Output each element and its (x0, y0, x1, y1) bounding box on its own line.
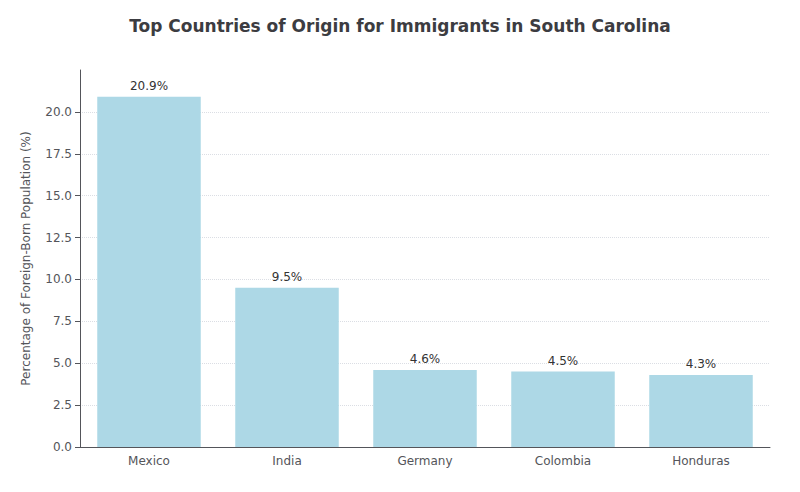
svg-text:15.0: 15.0 (45, 189, 72, 203)
svg-text:4.5%: 4.5% (548, 354, 579, 368)
svg-text:0.0: 0.0 (53, 440, 72, 454)
svg-text:4.6%: 4.6% (410, 352, 441, 366)
svg-text:12.5: 12.5 (45, 231, 72, 245)
svg-text:Mexico: Mexico (128, 454, 170, 468)
svg-text:20.0: 20.0 (45, 105, 72, 119)
svg-text:Percentage of Foreign-Born Pop: Percentage of Foreign-Born Population (%… (19, 131, 33, 385)
svg-text:7.5: 7.5 (53, 314, 72, 328)
svg-text:Colombia: Colombia (535, 454, 591, 468)
svg-text:10.0: 10.0 (45, 272, 72, 286)
svg-text:Germany: Germany (397, 454, 452, 468)
svg-text:Honduras: Honduras (672, 454, 730, 468)
svg-text:Top Countries of Origin for Im: Top Countries of Origin for Immigrants i… (129, 16, 671, 36)
svg-text:20.9%: 20.9% (130, 79, 168, 93)
svg-text:India: India (272, 454, 301, 468)
svg-text:5.0: 5.0 (53, 356, 72, 370)
svg-text:9.5%: 9.5% (272, 270, 303, 284)
svg-text:4.3%: 4.3% (686, 357, 717, 371)
svg-text:2.5: 2.5 (53, 398, 72, 412)
svg-text:17.5: 17.5 (45, 147, 72, 161)
